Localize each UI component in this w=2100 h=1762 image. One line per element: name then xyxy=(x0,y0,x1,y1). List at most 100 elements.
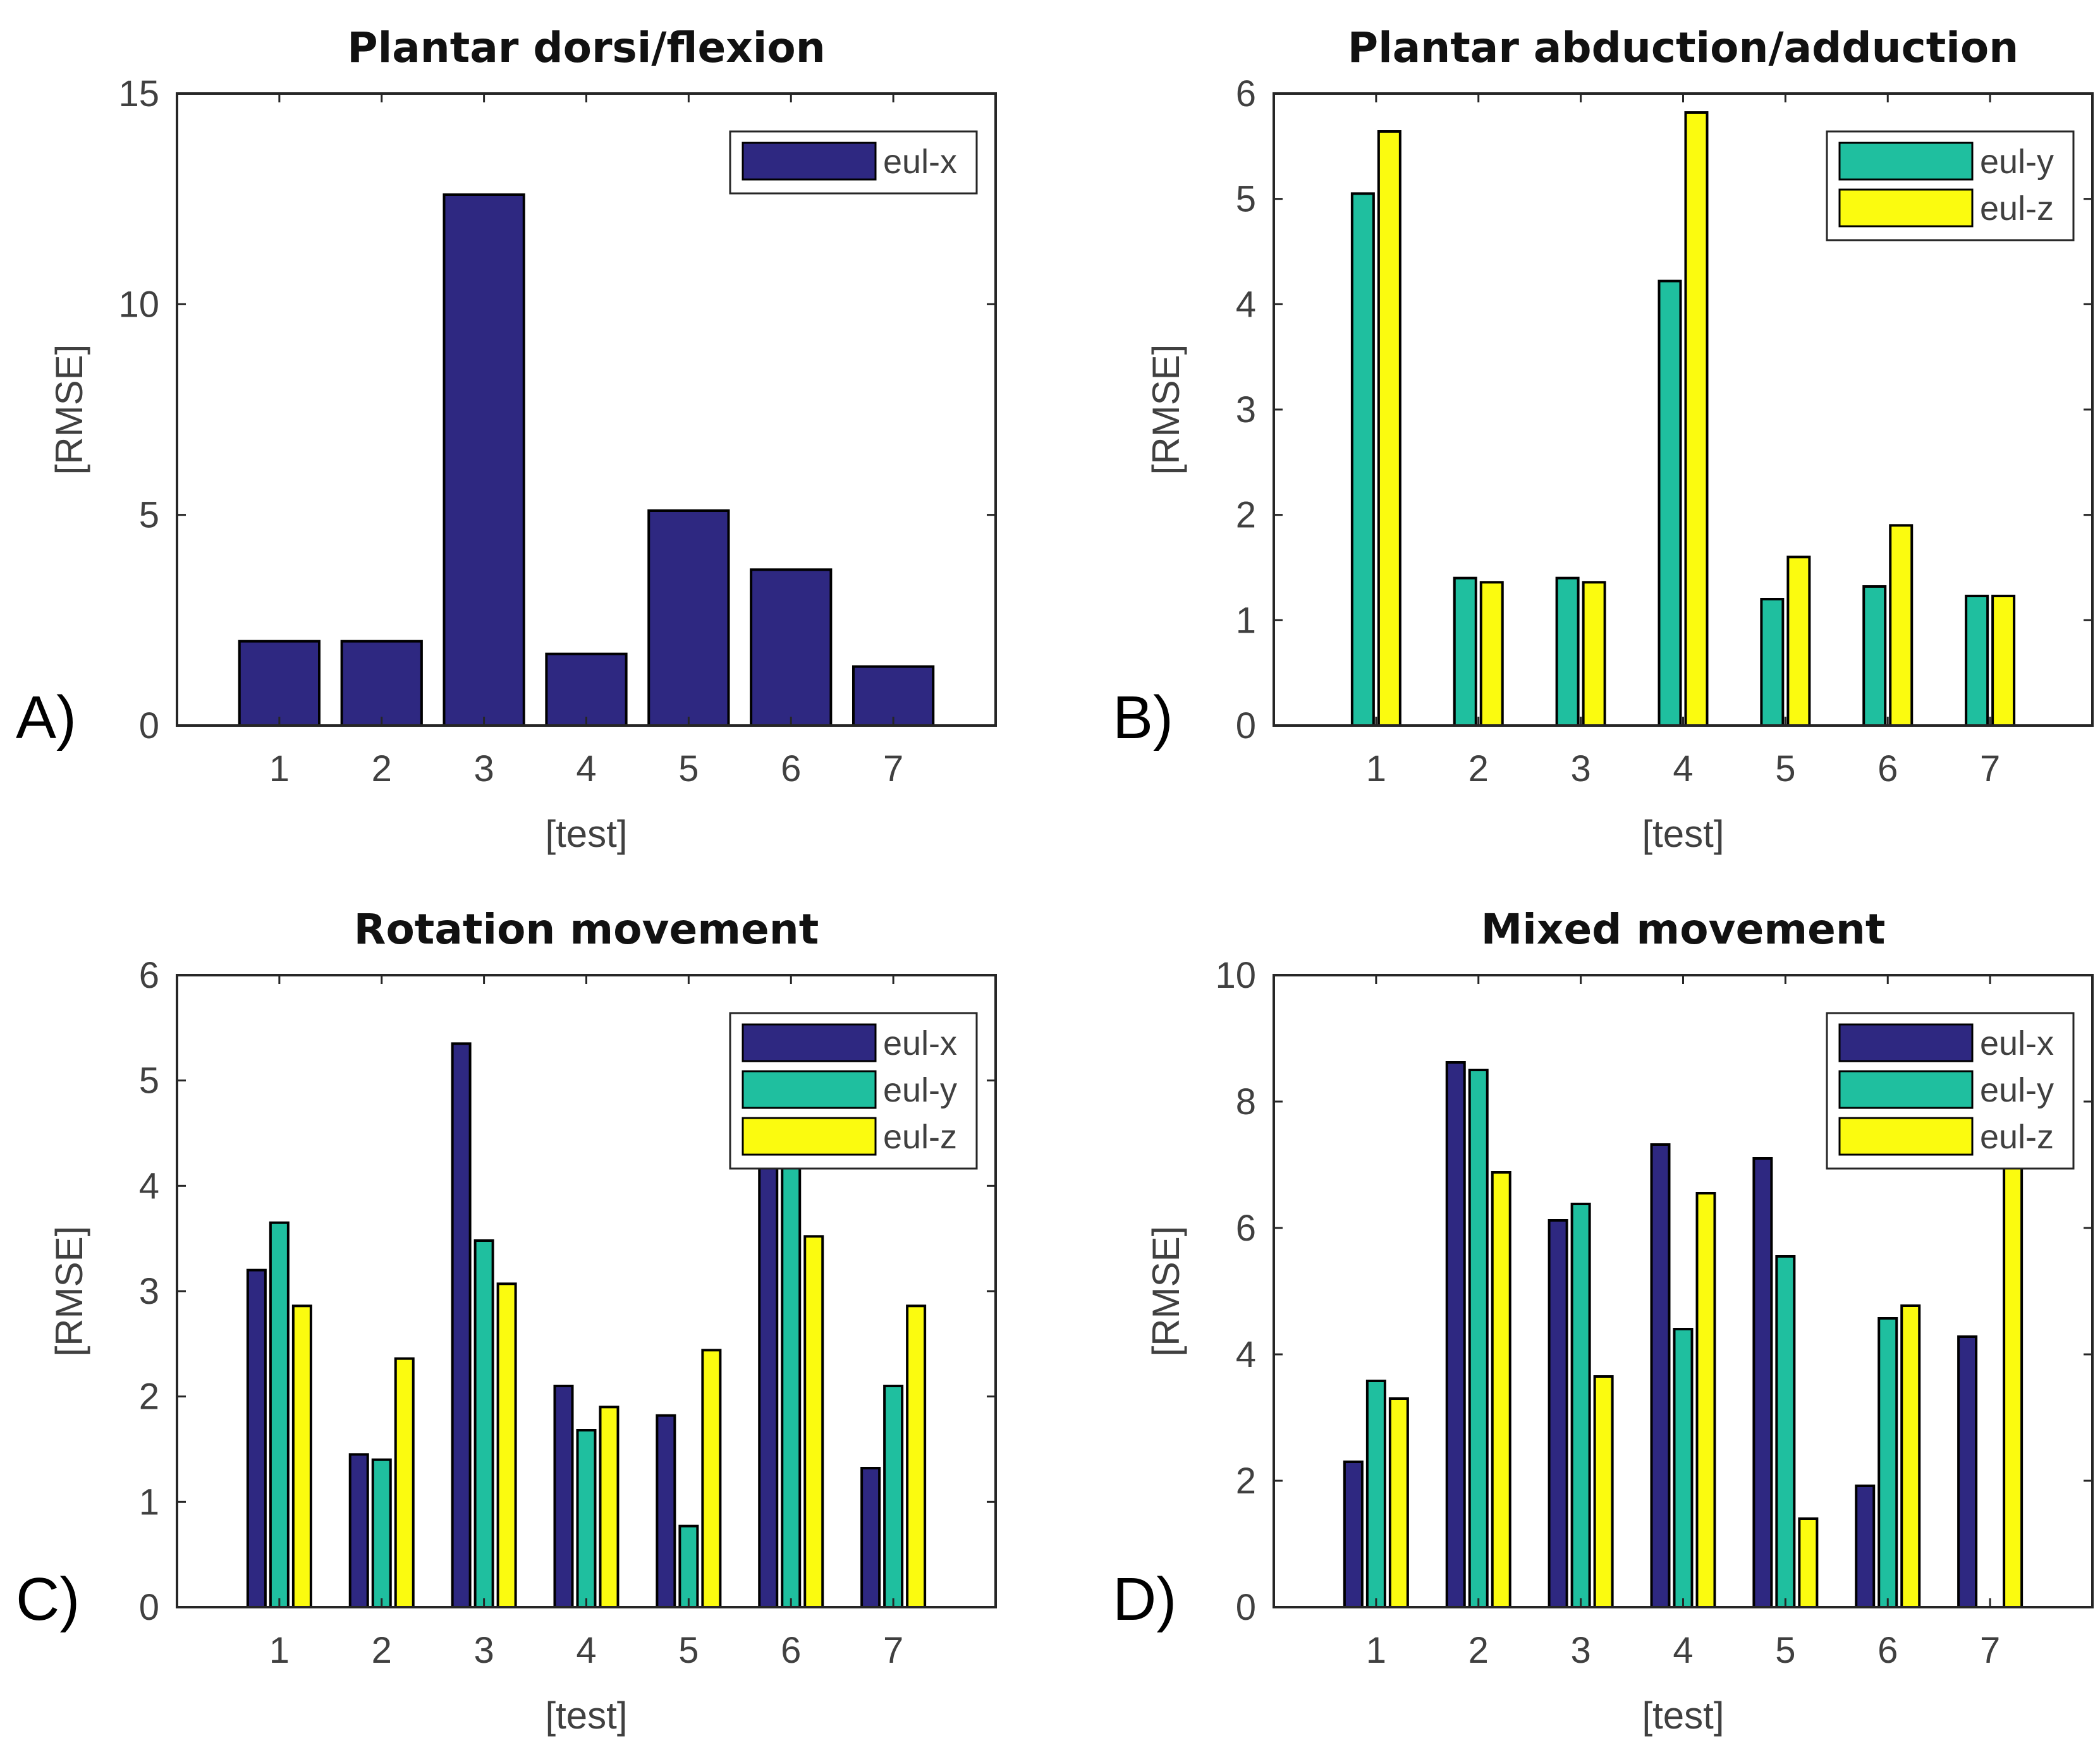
bar-eul-z-test-1 xyxy=(291,1304,312,1608)
y-tick-label: 2 xyxy=(1236,495,1256,536)
legend: eul-x eul-y eul-z xyxy=(729,1012,978,1170)
bar-eul-z-test-5 xyxy=(1786,556,1811,727)
x-tick-label: 5 xyxy=(678,1630,699,1671)
x-tick-label: 1 xyxy=(269,748,290,789)
bar-eul-x-test-3 xyxy=(1548,1219,1568,1608)
y-tick-label: 4 xyxy=(1236,1334,1256,1375)
bar-eul-y-test-1 xyxy=(269,1221,290,1608)
bar-eul-y-test-3 xyxy=(473,1239,494,1608)
bar-eul-x-test-4 xyxy=(553,1385,574,1608)
x-tick-label: 3 xyxy=(1570,748,1590,789)
x-axis-label: [test] xyxy=(545,1694,627,1737)
panel-label: D) xyxy=(1113,1565,1176,1633)
x-tick-label: 5 xyxy=(678,748,699,789)
legend-label: eul-y xyxy=(883,1071,957,1109)
y-axis-label: [RMSE] xyxy=(48,344,90,475)
bar-eul-x-test-1 xyxy=(1343,1461,1364,1608)
legend-swatch-eul-z xyxy=(1838,188,1974,228)
bar-eul-y-test-7 xyxy=(883,1385,904,1608)
x-tick-label: 6 xyxy=(781,1630,801,1671)
x-tick-label: 5 xyxy=(1775,1630,1795,1671)
bar-eul-x-test-4 xyxy=(1650,1143,1671,1608)
bar-eul-y-test-5 xyxy=(1760,598,1785,727)
x-axis-label: [test] xyxy=(545,813,627,855)
legend: eul-x eul-y eul-z xyxy=(1826,1012,2075,1170)
bar-eul-z-test-5 xyxy=(701,1349,722,1608)
chart-title: Plantar abduction/adduction xyxy=(1348,23,2019,72)
legend-label: eul-x xyxy=(1980,1024,2054,1062)
chart-title: Plantar dorsi/flexion xyxy=(347,23,826,72)
bar-eul-x-test-6 xyxy=(1855,1485,1876,1608)
legend: eul-y eul-z xyxy=(1826,130,2075,241)
bar-eul-y-test-4 xyxy=(1673,1328,1694,1608)
legend-label: eul-z xyxy=(883,1118,957,1156)
x-tick-label: 1 xyxy=(269,1630,290,1671)
legend-label: eul-x xyxy=(883,143,957,181)
bar-eul-x-test-5 xyxy=(647,509,730,727)
bar-eul-x-test-2 xyxy=(348,1453,369,1608)
y-tick-label: 0 xyxy=(139,1587,159,1628)
y-tick-label: 5 xyxy=(139,495,159,536)
chart-panel-c: 0 1 2 3 4 5 6 1 2 3 4 5 6 7 Rotation movement [test] [RM… xyxy=(16,905,997,1737)
chart-panel-b: 0 1 2 3 4 5 6 1 2 3 4 5 6 7 Plantar abduction/adductio… xyxy=(1113,23,2094,855)
bar-eul-y-test-6 xyxy=(781,1142,802,1608)
y-tick-label: 10 xyxy=(118,284,159,325)
y-tick-label: 8 xyxy=(1236,1081,1256,1122)
bar-eul-z-test-1 xyxy=(1388,1397,1409,1608)
bar-eul-y-test-3 xyxy=(1570,1203,1591,1608)
bar-eul-x-test-7 xyxy=(1957,1335,1978,1608)
x-tick-label: 7 xyxy=(883,1630,903,1671)
bar-eul-y-test-3 xyxy=(1555,576,1580,727)
bar-eul-z-test-2 xyxy=(1479,581,1504,727)
legend-label: eul-y xyxy=(1980,143,2054,181)
y-axis-label: [RMSE] xyxy=(1145,1226,1187,1357)
x-tick-label: 1 xyxy=(1366,748,1386,789)
x-tick-label: 2 xyxy=(1468,748,1489,789)
y-tick-label: 2 xyxy=(139,1376,159,1418)
panel-label: A) xyxy=(16,684,76,751)
bar-eul-x-test-1 xyxy=(246,1268,267,1608)
bar-eul-x-test-3 xyxy=(451,1042,472,1609)
x-tick-label: 7 xyxy=(1980,748,2000,789)
x-tick-label: 3 xyxy=(1570,1630,1590,1671)
x-tick-label: 2 xyxy=(372,1630,392,1671)
chart-panel-a: 0 5 10 15 1 2 3 4 5 6 7 Plantar dorsi/flexion [test]… xyxy=(16,23,997,855)
x-tick-label: 1 xyxy=(1366,1630,1386,1671)
legend-swatch-eul-z xyxy=(742,1117,877,1156)
panel-label: C) xyxy=(16,1565,80,1633)
x-tick-label: 4 xyxy=(576,1630,596,1671)
bar-eul-z-test-3 xyxy=(1582,581,1606,727)
x-tick-label: 7 xyxy=(1980,1630,2000,1671)
y-tick-label: 15 xyxy=(118,73,159,114)
legend-label: eul-z xyxy=(1980,190,2054,228)
bar-eul-z-test-4 xyxy=(599,1406,620,1608)
y-tick-label: 3 xyxy=(1236,389,1256,430)
y-tick-label: 3 xyxy=(139,1271,159,1312)
bar-eul-y-test-2 xyxy=(1468,1069,1489,1608)
bar-eul-z-test-4 xyxy=(1684,111,1709,727)
chart-title: Rotation movement xyxy=(354,905,819,954)
bar-eul-x-test-5 xyxy=(656,1414,676,1609)
bar-eul-z-test-6 xyxy=(1900,1304,1921,1608)
x-tick-label: 4 xyxy=(1673,1630,1693,1671)
legend-swatch-eul-y xyxy=(1838,1070,1974,1109)
y-tick-label: 10 xyxy=(1215,955,1256,996)
y-tick-label: 1 xyxy=(139,1481,159,1522)
y-tick-label: 2 xyxy=(1236,1461,1256,1502)
x-tick-label: 2 xyxy=(1468,1630,1489,1671)
panel-label: B) xyxy=(1113,684,1173,751)
bar-eul-y-test-7 xyxy=(1965,595,1989,727)
bar-eul-z-test-7 xyxy=(906,1304,927,1608)
legend-label: eul-x xyxy=(883,1024,957,1062)
bar-eul-x-test-6 xyxy=(758,1142,779,1608)
legend-swatch-eul-x xyxy=(742,142,877,181)
legend: eul-x xyxy=(729,130,978,195)
bar-eul-z-test-2 xyxy=(1491,1171,1511,1608)
bar-eul-z-test-6 xyxy=(803,1235,824,1609)
bar-eul-x-test-7 xyxy=(852,665,935,727)
bar-eul-x-test-7 xyxy=(860,1467,881,1608)
legend-swatch-eul-y xyxy=(1838,142,1974,181)
x-axis-label: [test] xyxy=(1642,1694,1724,1737)
legend-swatch-eul-x xyxy=(742,1023,877,1062)
